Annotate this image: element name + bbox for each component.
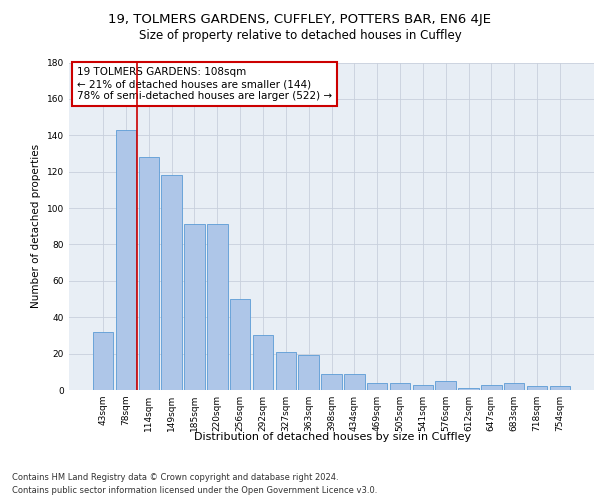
Bar [367, 382, 388, 390]
Bar [230, 299, 250, 390]
Bar [253, 336, 273, 390]
Text: Distribution of detached houses by size in Cuffley: Distribution of detached houses by size … [194, 432, 472, 442]
Text: 19 TOLMERS GARDENS: 108sqm
← 21% of detached houses are smaller (144)
78% of sem: 19 TOLMERS GARDENS: 108sqm ← 21% of deta… [77, 68, 332, 100]
Bar [436, 381, 456, 390]
Bar [344, 374, 365, 390]
Bar [413, 384, 433, 390]
Bar [390, 382, 410, 390]
Bar [527, 386, 547, 390]
Bar [161, 176, 182, 390]
Text: Contains HM Land Registry data © Crown copyright and database right 2024.: Contains HM Land Registry data © Crown c… [12, 472, 338, 482]
Bar [481, 384, 502, 390]
Text: Size of property relative to detached houses in Cuffley: Size of property relative to detached ho… [139, 29, 461, 42]
Bar [504, 382, 524, 390]
Y-axis label: Number of detached properties: Number of detached properties [31, 144, 41, 308]
Bar [458, 388, 479, 390]
Bar [207, 224, 227, 390]
Bar [93, 332, 113, 390]
Text: 19, TOLMERS GARDENS, CUFFLEY, POTTERS BAR, EN6 4JE: 19, TOLMERS GARDENS, CUFFLEY, POTTERS BA… [109, 12, 491, 26]
Text: Contains public sector information licensed under the Open Government Licence v3: Contains public sector information licen… [12, 486, 377, 495]
Bar [550, 386, 570, 390]
Bar [139, 157, 159, 390]
Bar [321, 374, 342, 390]
Bar [184, 224, 205, 390]
Bar [275, 352, 296, 390]
Bar [298, 356, 319, 390]
Bar [116, 130, 136, 390]
